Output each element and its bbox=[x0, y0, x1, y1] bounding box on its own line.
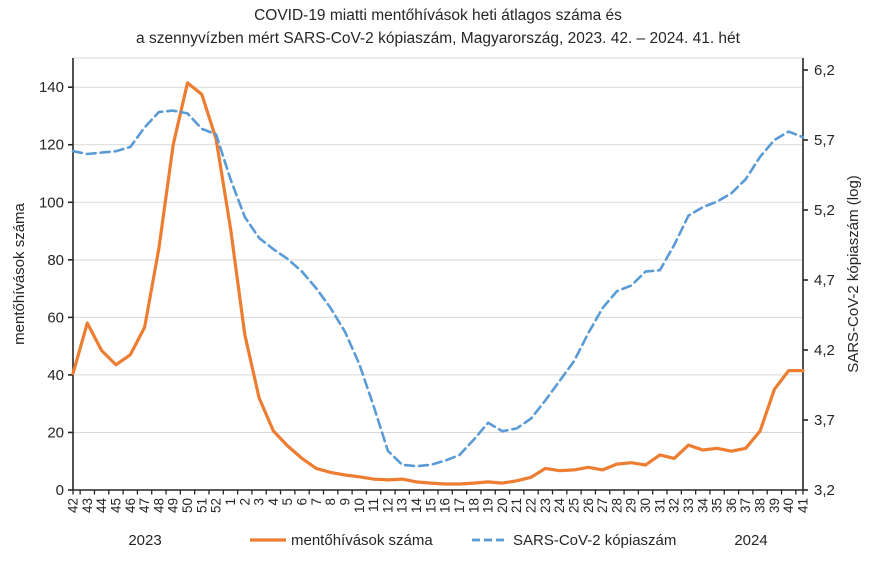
x-axis-tick-label: 51 bbox=[194, 498, 209, 513]
x-axis-tick-label: 46 bbox=[123, 498, 138, 513]
right-axis-tick-label: 5,2 bbox=[814, 202, 835, 219]
right-axis-tick-label: 6,2 bbox=[814, 62, 835, 79]
x-axis-tick-label: 24 bbox=[552, 498, 567, 514]
x-axis-tick-label: 27 bbox=[595, 498, 610, 513]
right-axis-title: SARS-CoV-2 kópiaszám (log) bbox=[845, 175, 862, 373]
x-axis-tick-label: 26 bbox=[581, 498, 596, 513]
x-axis-tick-label: 37 bbox=[738, 498, 753, 513]
x-axis-tick-label: 21 bbox=[509, 498, 524, 513]
right-axis-tick-label: 3,2 bbox=[814, 482, 835, 499]
x-axis-tick-label: 41 bbox=[796, 498, 811, 513]
x-axis-tick-label: 22 bbox=[524, 498, 539, 513]
x-axis-tick-label: 29 bbox=[624, 498, 639, 513]
x-axis-tick-label: 5 bbox=[280, 498, 295, 506]
left-axis-tick-label: 60 bbox=[47, 309, 64, 326]
legend-label-calls: mentőhívások száma bbox=[291, 532, 433, 549]
left-axis-tick-label: 100 bbox=[39, 194, 64, 211]
series-line-ambulance-calls bbox=[71, 81, 805, 486]
x-axis-tick-label: 39 bbox=[767, 498, 782, 513]
chart-title-line2: a szennyvízben mért SARS-CoV-2 kópiaszám… bbox=[136, 30, 741, 47]
x-axis-tick-label: 3 bbox=[252, 498, 267, 506]
plot-area: 0204060801001201403,23,74,24,75,25,76,24… bbox=[39, 57, 835, 514]
x-axis-tick-label: 32 bbox=[667, 498, 682, 513]
legend-label-copies: SARS-CoV-2 kópiaszám bbox=[513, 532, 676, 549]
x-axis-tick-label: 38 bbox=[753, 498, 768, 513]
year-label-2024: 2024 bbox=[734, 532, 767, 549]
x-axis-tick-label: 20 bbox=[495, 498, 510, 513]
x-axis-tick-label: 40 bbox=[781, 498, 796, 513]
right-axis-tick-label: 4,2 bbox=[814, 342, 835, 359]
x-axis-tick-label: 15 bbox=[423, 498, 438, 513]
x-axis-tick-label: 42 bbox=[66, 498, 81, 513]
x-axis-tick-label: 23 bbox=[538, 498, 553, 513]
left-axis-tick-label: 140 bbox=[39, 79, 64, 96]
x-axis-tick-label: 19 bbox=[481, 498, 496, 513]
x-axis-tick-label: 11 bbox=[366, 498, 381, 512]
right-axis-tick-label: 4,7 bbox=[814, 272, 835, 289]
left-axis-tick-label: 80 bbox=[47, 252, 64, 269]
x-axis-tick-label: 33 bbox=[681, 498, 696, 513]
x-axis-tick-label: 50 bbox=[180, 498, 195, 513]
x-axis-tick-label: 48 bbox=[151, 498, 166, 513]
x-axis-tick-label: 4 bbox=[266, 498, 281, 506]
x-axis-tick-label: 18 bbox=[466, 498, 481, 513]
x-axis-tick-label: 6 bbox=[295, 498, 310, 506]
x-axis-tick-label: 25 bbox=[566, 498, 581, 513]
x-axis-tick-label: 30 bbox=[638, 498, 653, 513]
left-axis-tick-label: 20 bbox=[47, 424, 64, 441]
x-axis-tick-label: 13 bbox=[395, 498, 410, 513]
left-axis-title: mentőhívások száma bbox=[11, 202, 28, 344]
x-axis-tick-label: 12 bbox=[380, 498, 395, 513]
x-axis-tick-label: 9 bbox=[337, 498, 352, 506]
left-axis-tick-label: 0 bbox=[56, 482, 64, 499]
x-axis-tick-label: 8 bbox=[323, 498, 338, 506]
right-axis-tick-label: 3,7 bbox=[814, 412, 835, 429]
x-axis-tick-label: 17 bbox=[452, 498, 467, 513]
chart-title-line1: COVID-19 miatti mentőhívások heti átlago… bbox=[254, 7, 622, 24]
right-axis-tick-label: 5,7 bbox=[814, 132, 835, 149]
x-axis-tick-label: 45 bbox=[108, 498, 123, 513]
x-axis-tick-label: 34 bbox=[695, 498, 710, 514]
x-axis-tick-label: 14 bbox=[409, 498, 424, 514]
x-axis-tick-label: 10 bbox=[352, 498, 367, 513]
x-axis-tick-label: 36 bbox=[724, 498, 739, 513]
x-axis-tick-label: 28 bbox=[609, 498, 624, 513]
x-axis-tick-label: 44 bbox=[94, 498, 109, 514]
x-axis-tick-label: 35 bbox=[710, 498, 725, 513]
legend: mentőhívások száma SARS-CoV-2 kópiaszám bbox=[250, 532, 676, 549]
x-axis-tick-label: 7 bbox=[309, 498, 324, 506]
x-axis-tick-label: 52 bbox=[209, 498, 224, 513]
x-axis-tick-label: 47 bbox=[137, 498, 152, 513]
x-axis-tick-label: 16 bbox=[438, 498, 453, 513]
x-axis-tick-label: 49 bbox=[166, 498, 181, 513]
year-label-2023: 2023 bbox=[128, 532, 161, 549]
series-line-sars-cov2-copies bbox=[71, 109, 805, 468]
x-axis-tick-label: 2 bbox=[237, 498, 252, 506]
left-axis-tick-label: 120 bbox=[39, 137, 64, 154]
x-axis-tick-label: 1 bbox=[223, 498, 238, 506]
x-axis-tick-label: 43 bbox=[80, 498, 95, 513]
left-axis-tick-label: 40 bbox=[47, 367, 64, 384]
x-axis-tick-label: 31 bbox=[652, 498, 667, 513]
